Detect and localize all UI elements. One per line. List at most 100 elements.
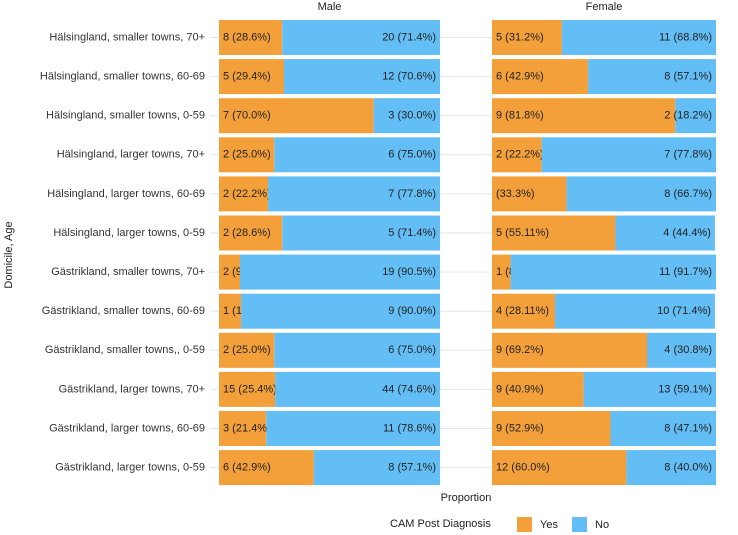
value-label: 4 (30.8%) xyxy=(664,344,712,356)
bar-segment xyxy=(583,371,716,407)
bar-segment xyxy=(275,371,440,407)
bar-segment xyxy=(274,137,440,173)
value-label: 6 (75.0%) xyxy=(388,344,436,356)
bar-segment xyxy=(647,332,716,368)
bar-segment xyxy=(492,215,616,251)
value-label: 5 (29.4%) xyxy=(223,71,271,83)
bar-segment xyxy=(283,59,440,95)
value-label: 8 (66.7%) xyxy=(664,188,712,200)
bar-segment xyxy=(373,98,440,134)
value-label: 4 (44.4%) xyxy=(663,227,711,239)
value-label: 2 (25.0%) xyxy=(223,344,271,356)
y-tick-label: Hälsingland, larger towns, 70+ xyxy=(57,149,205,161)
y-tick-label: Hälsingland, larger towns, 0-59 xyxy=(53,227,205,239)
legend-title: CAM Post Diagnosis xyxy=(390,518,491,530)
value-label: 2 (18.2%) xyxy=(664,110,712,122)
value-label: 12 (60.0%) xyxy=(496,462,550,474)
legend-swatch xyxy=(572,517,587,532)
value-label: 2 (22.2%) xyxy=(223,188,271,200)
bar-segment xyxy=(561,20,716,55)
value-label: 3 (30.0%) xyxy=(388,110,436,122)
value-label: 9 (90.0%) xyxy=(388,305,436,317)
value-label: 8 (47.1%) xyxy=(664,422,712,434)
bar-segment xyxy=(610,411,716,446)
bar-segment xyxy=(492,332,648,368)
value-label: 7 (77.8%) xyxy=(664,149,712,161)
bar-segment xyxy=(675,98,716,134)
value-label: 8 (40.0%) xyxy=(664,462,712,474)
value-label: 5 (71.4%) xyxy=(388,227,436,239)
bar-segment xyxy=(219,293,242,329)
value-label: 6 (75.0%) xyxy=(388,149,436,161)
value-label: 9 (40.9%) xyxy=(496,383,544,395)
bar-segment xyxy=(492,98,676,134)
y-tick-label: Gästrikland, larger towns, 60-69 xyxy=(49,422,205,434)
value-label: 20 (71.4%) xyxy=(382,31,436,43)
bar-segment xyxy=(492,450,627,486)
value-label: 12 (70.6%) xyxy=(382,71,436,83)
y-tick-label: Gästrikland, larger towns, 0-59 xyxy=(55,462,205,474)
bar-segment xyxy=(219,59,284,95)
value-label: 44 (74.6%) xyxy=(382,383,436,395)
bar-segment xyxy=(492,176,567,212)
bar-segment xyxy=(219,137,275,173)
y-tick-label: Gästrikland, larger towns, 70+ xyxy=(59,383,205,395)
bar-segment xyxy=(615,215,715,251)
value-label: 11 (91.7%) xyxy=(659,266,712,278)
bar-segment xyxy=(266,411,440,446)
bar-segment xyxy=(626,450,716,486)
y-tick-label: Gästrikland, smaller towns, 70+ xyxy=(51,266,205,278)
value-label: 19 (90.5%) xyxy=(382,266,436,278)
bar-segment xyxy=(239,254,440,290)
y-tick-label: Gästrikland, smaller towns,, 0-59 xyxy=(45,344,205,356)
bar-segment xyxy=(492,59,589,95)
value-label: 7 (77.8%) xyxy=(388,188,436,200)
y-tick-label: Hälsingland, smaller towns, 70+ xyxy=(49,31,205,43)
legend-label: No xyxy=(595,519,609,531)
y-axis-label: Domicile, Age xyxy=(3,221,15,288)
value-label: (33.3%) xyxy=(496,188,535,200)
value-label: 5 (31.2%) xyxy=(496,31,544,43)
value-label: 9 (69.2%) xyxy=(496,344,544,356)
value-label: 5 (55.11%) xyxy=(496,227,549,239)
bar-segment xyxy=(219,98,374,134)
y-tick-label: Hälsingland, larger towns, 60-69 xyxy=(47,188,205,200)
legend-swatch xyxy=(517,517,532,532)
bar-segment xyxy=(492,411,611,446)
bar-segment xyxy=(492,254,511,290)
value-label: 9 (81.8%) xyxy=(496,110,544,122)
bar-segment xyxy=(492,293,555,329)
bar-segment xyxy=(554,293,715,329)
bar-segment xyxy=(492,20,562,55)
value-label: 8 (57.1%) xyxy=(388,462,436,474)
value-label: 4 (28.11%) xyxy=(496,305,549,317)
value-label: 9 (52.9%) xyxy=(496,422,544,434)
bar-segment xyxy=(588,59,716,95)
value-label: 8 (28.6%) xyxy=(223,31,271,43)
y-tick-label: Hälsingland, smaller towns, 0-59 xyxy=(46,110,205,122)
value-label: 15 (25.4%) xyxy=(223,383,277,395)
bar-segment xyxy=(219,254,240,290)
bar-segment xyxy=(219,20,283,55)
bar-segment xyxy=(282,20,440,55)
bar-segment xyxy=(492,371,584,407)
bar-segment xyxy=(219,450,314,486)
value-label: 6 (42.9%) xyxy=(496,71,544,83)
bar-segment xyxy=(219,176,269,212)
bar-segment xyxy=(219,411,267,446)
bar-segment xyxy=(241,293,440,329)
facet-title: Female xyxy=(586,1,623,13)
value-label: 3 (21.4%) xyxy=(223,422,271,434)
value-label: 7 (70.0%) xyxy=(223,110,271,122)
bar-segment xyxy=(313,450,440,486)
value-label: 13 (59.1%) xyxy=(658,383,712,395)
bar-segment xyxy=(219,332,275,368)
bar-segment xyxy=(274,332,440,368)
bar-segment xyxy=(492,137,542,173)
bar-segment xyxy=(219,215,283,251)
y-tick-label: Hälsingland, smaller towns, 60-69 xyxy=(40,71,205,83)
value-label: 11 (78.6%) xyxy=(383,422,436,434)
y-tick-label: Gästrikland, smaller towns, 60-69 xyxy=(42,305,205,317)
bar-segment xyxy=(510,254,716,290)
